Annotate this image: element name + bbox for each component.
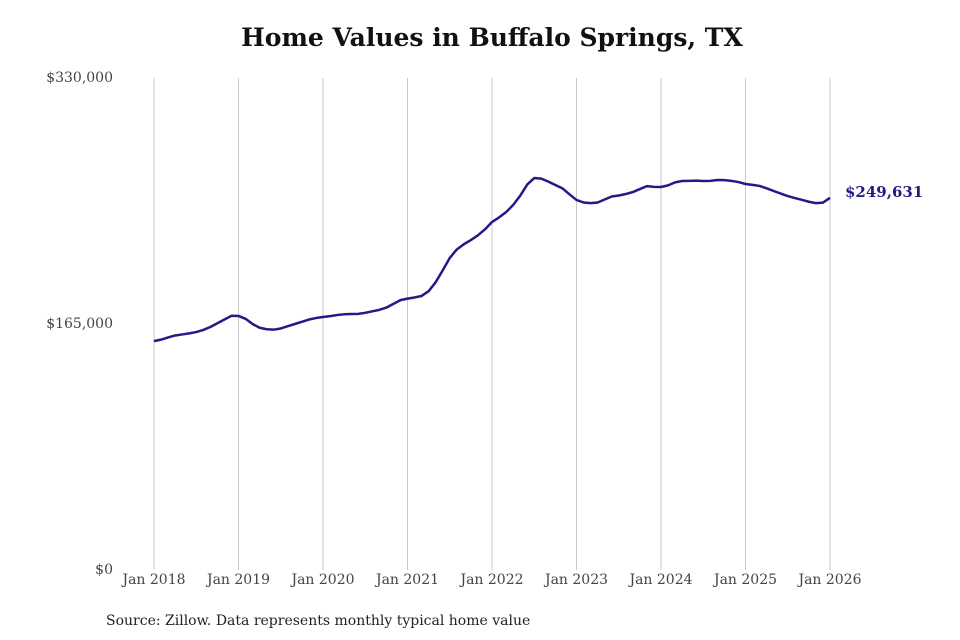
y-tick-label: $0: [95, 562, 113, 578]
y-tick-label: $330,000: [46, 70, 113, 86]
x-tick-label: Jan 2019: [205, 572, 270, 588]
x-tick-label: Jan 2024: [627, 572, 692, 588]
source-note: Source: Zillow. Data represents monthly …: [106, 613, 530, 629]
value-label: $249,631: [845, 183, 923, 201]
chart-title: Home Values in Buffalo Springs, TX: [241, 23, 743, 52]
x-tick-label: Jan 2023: [543, 572, 608, 588]
line: [153, 176, 831, 343]
x-tick-label: Jan 2018: [120, 572, 185, 588]
x-tick-label: Jan 2021: [374, 572, 439, 588]
x-tick-label: Jan 2020: [289, 572, 354, 588]
y-tick-label: $165,000: [46, 316, 113, 332]
x-tick-label: Jan 2025: [712, 572, 777, 588]
x-tick-label: Jan 2026: [796, 572, 861, 588]
x-tick-label: Jan 2022: [458, 572, 523, 588]
